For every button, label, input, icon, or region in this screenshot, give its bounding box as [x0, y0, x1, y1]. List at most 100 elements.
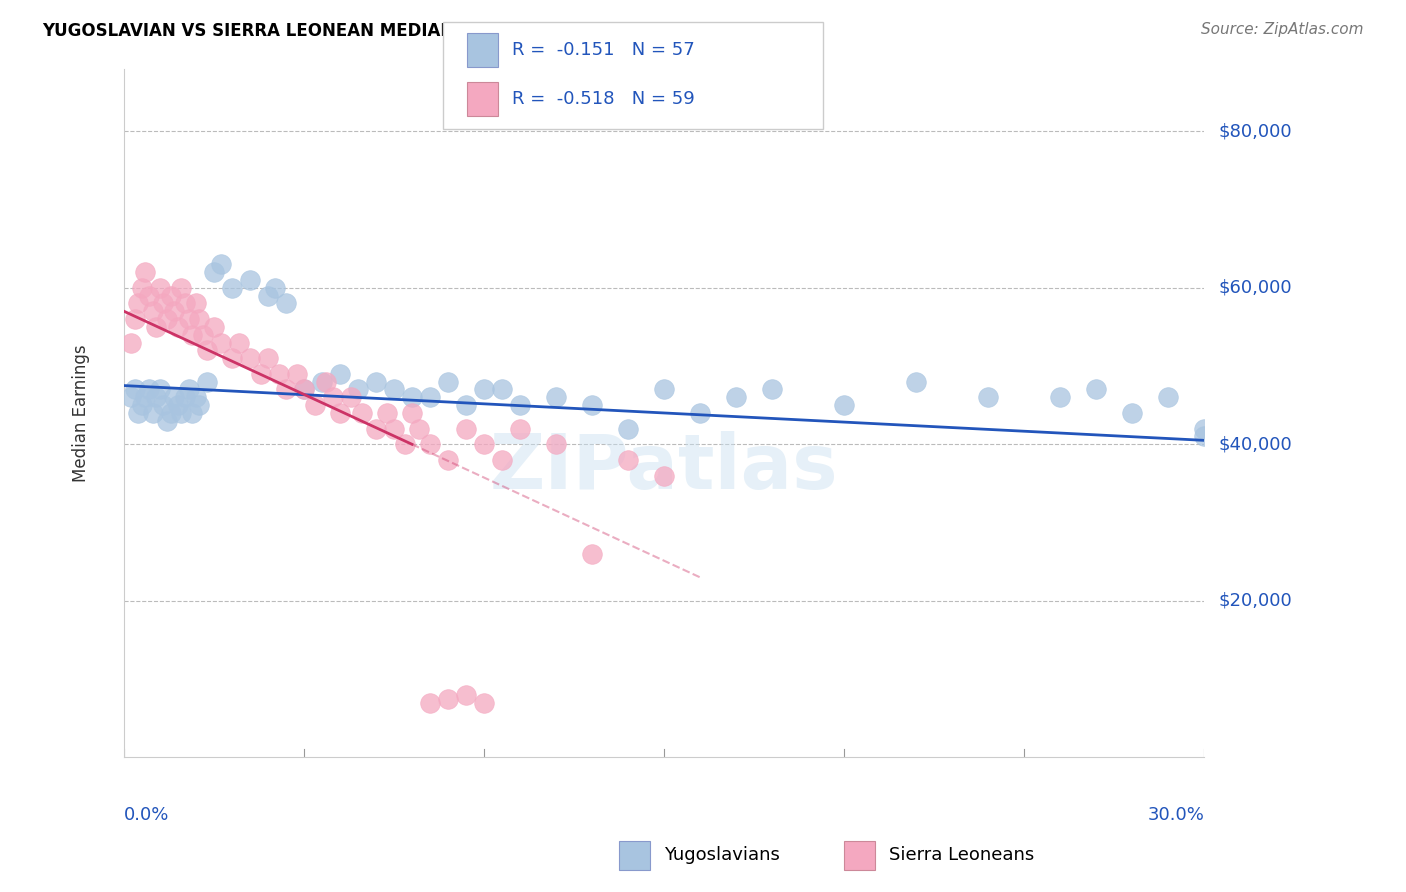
- Point: [188, 312, 211, 326]
- Point: [267, 367, 290, 381]
- Point: [170, 281, 193, 295]
- Point: [364, 422, 387, 436]
- Point: [329, 406, 352, 420]
- Text: R =  -0.151   N = 57: R = -0.151 N = 57: [512, 41, 695, 59]
- Text: R =  -0.518   N = 59: R = -0.518 N = 59: [512, 90, 695, 108]
- Point: [509, 398, 531, 412]
- Point: [437, 453, 460, 467]
- Point: [145, 390, 167, 404]
- Point: [124, 383, 146, 397]
- Point: [394, 437, 416, 451]
- Point: [149, 383, 172, 397]
- Point: [120, 335, 142, 350]
- Point: [977, 390, 1000, 404]
- Point: [408, 422, 430, 436]
- Point: [401, 390, 423, 404]
- Point: [437, 375, 460, 389]
- Point: [285, 367, 308, 381]
- Text: Median Earnings: Median Earnings: [72, 344, 90, 482]
- Text: $80,000: $80,000: [1219, 122, 1292, 140]
- Point: [1194, 422, 1216, 436]
- Point: [264, 281, 287, 295]
- Text: $60,000: $60,000: [1219, 278, 1292, 297]
- Point: [202, 319, 225, 334]
- Point: [454, 398, 477, 412]
- Point: [491, 453, 513, 467]
- Text: ZIPatlas: ZIPatlas: [489, 431, 838, 505]
- Point: [617, 422, 640, 436]
- Point: [156, 414, 179, 428]
- Point: [239, 273, 262, 287]
- Point: [304, 398, 326, 412]
- Point: [228, 335, 250, 350]
- Text: Source: ZipAtlas.com: Source: ZipAtlas.com: [1201, 22, 1364, 37]
- Point: [689, 406, 711, 420]
- Point: [375, 406, 398, 420]
- Point: [149, 281, 172, 295]
- Point: [181, 406, 204, 420]
- Point: [311, 375, 333, 389]
- Point: [166, 398, 188, 412]
- Point: [249, 367, 271, 381]
- Point: [177, 312, 200, 326]
- Point: [195, 375, 218, 389]
- Point: [292, 383, 315, 397]
- Point: [152, 296, 174, 310]
- Point: [315, 375, 337, 389]
- Point: [127, 296, 149, 310]
- Point: [419, 390, 441, 404]
- Point: [209, 335, 232, 350]
- Point: [274, 296, 297, 310]
- Point: [905, 375, 928, 389]
- Point: [347, 383, 370, 397]
- Point: [1121, 406, 1143, 420]
- Point: [131, 281, 153, 295]
- Point: [382, 383, 405, 397]
- Point: [1194, 429, 1216, 443]
- Point: [472, 383, 495, 397]
- Point: [166, 319, 188, 334]
- Point: [339, 390, 361, 404]
- Point: [145, 319, 167, 334]
- Point: [163, 304, 186, 318]
- Point: [472, 437, 495, 451]
- Point: [382, 422, 405, 436]
- Point: [239, 351, 262, 366]
- Point: [350, 406, 373, 420]
- Point: [184, 296, 207, 310]
- Text: Sierra Leoneans: Sierra Leoneans: [889, 847, 1033, 864]
- Point: [127, 406, 149, 420]
- Point: [401, 406, 423, 420]
- Point: [159, 288, 181, 302]
- Point: [652, 383, 675, 397]
- Point: [221, 281, 243, 295]
- Point: [177, 383, 200, 397]
- Point: [188, 398, 211, 412]
- Point: [257, 351, 280, 366]
- Point: [120, 390, 142, 404]
- Point: [209, 257, 232, 271]
- Point: [257, 288, 280, 302]
- Text: Yugoslavians: Yugoslavians: [664, 847, 779, 864]
- Point: [491, 383, 513, 397]
- Point: [419, 437, 441, 451]
- Point: [181, 327, 204, 342]
- Point: [124, 312, 146, 326]
- Point: [142, 304, 165, 318]
- Point: [652, 468, 675, 483]
- Text: 0.0%: 0.0%: [124, 805, 169, 823]
- Point: [544, 437, 567, 451]
- Point: [134, 265, 156, 279]
- Point: [419, 696, 441, 710]
- Point: [142, 406, 165, 420]
- Point: [274, 383, 297, 397]
- Point: [1157, 390, 1180, 404]
- Point: [725, 390, 748, 404]
- Point: [138, 383, 160, 397]
- Point: [174, 390, 197, 404]
- Point: [134, 390, 156, 404]
- Point: [163, 390, 186, 404]
- Point: [322, 390, 344, 404]
- Point: [292, 383, 315, 397]
- Point: [1049, 390, 1071, 404]
